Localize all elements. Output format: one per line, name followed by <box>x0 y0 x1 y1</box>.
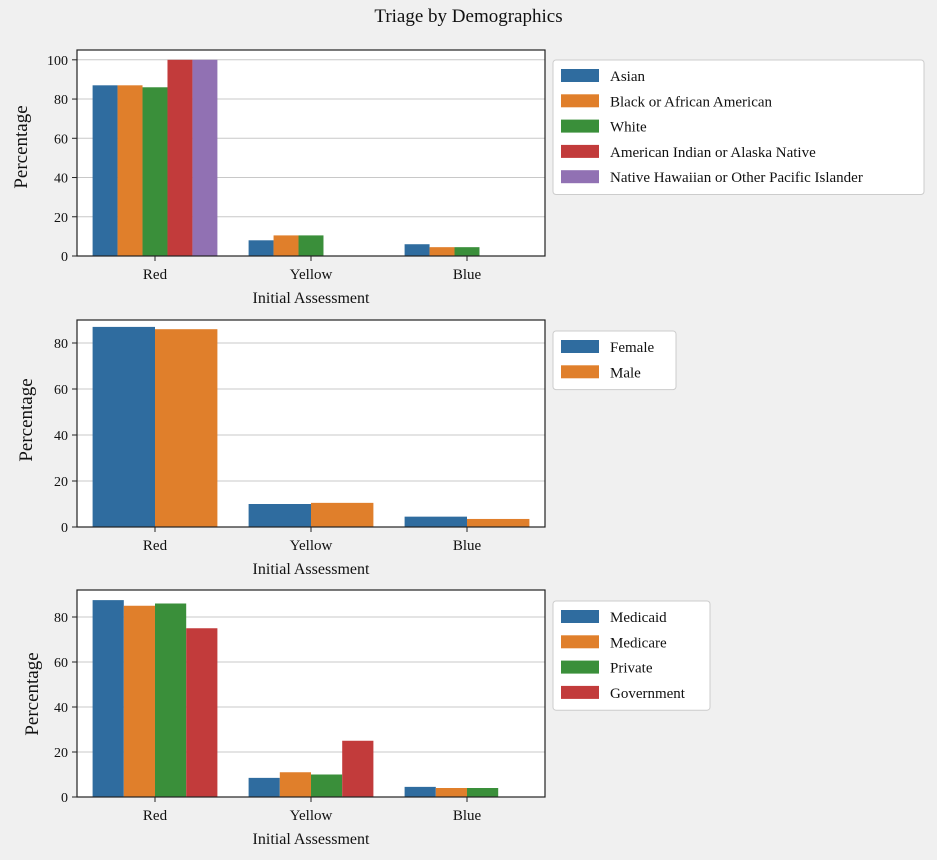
axes-frame <box>76 589 546 798</box>
y-axis-label: Percentage <box>22 652 43 735</box>
bar <box>273 235 299 256</box>
y-tick-label: 0 <box>61 521 68 536</box>
legend-label: White <box>610 120 647 136</box>
y-tick-label: 60 <box>54 656 68 671</box>
figure-title: Triage by Demographics <box>374 6 563 27</box>
x-tick-label: Red <box>143 267 168 283</box>
y-tick-label: 20 <box>54 475 68 490</box>
bar <box>311 774 343 797</box>
legend-label: Government <box>610 686 686 702</box>
bar <box>279 772 311 797</box>
bar <box>167 59 193 256</box>
y-tick-label: 20 <box>54 746 68 761</box>
y-tick-label: 80 <box>54 611 68 626</box>
y-axis-label: Percentage <box>11 105 32 188</box>
bar <box>342 740 374 797</box>
legend-swatch <box>561 365 599 379</box>
x-axis-label: Initial Assessment <box>253 290 370 307</box>
bar <box>92 600 124 797</box>
y-tick-label: 0 <box>61 791 68 806</box>
x-axis-label: Initial Assessment <box>253 831 370 848</box>
legend-swatch <box>561 69 599 82</box>
legend-label: Private <box>610 661 653 677</box>
legend-swatch <box>561 660 599 674</box>
legend-swatch <box>561 119 599 133</box>
y-tick-label: 80 <box>54 93 68 108</box>
x-tick-label: Red <box>143 538 168 554</box>
legend-label: Medicaid <box>610 610 667 626</box>
bar <box>467 788 499 797</box>
bar <box>404 786 436 797</box>
y-tick-label: 0 <box>61 250 68 265</box>
x-tick-label: Yellow <box>290 267 333 283</box>
bar <box>155 329 218 527</box>
bar <box>117 85 143 256</box>
x-tick-label: Blue <box>453 538 482 554</box>
legend-label: Male <box>610 365 641 381</box>
axes-frame <box>76 49 546 257</box>
bar <box>192 59 218 256</box>
x-tick-label: Yellow <box>290 808 333 824</box>
legend-box <box>552 59 925 195</box>
bar <box>248 240 274 256</box>
x-tick-label: Yellow <box>290 538 333 554</box>
y-tick-label: 40 <box>54 701 68 716</box>
y-axis-label: Percentage <box>16 378 37 461</box>
x-tick-label: Blue <box>453 267 482 283</box>
bar <box>155 603 187 797</box>
legend-box <box>552 600 711 711</box>
legend-swatch <box>561 685 599 699</box>
bar <box>404 516 467 527</box>
legend-swatch <box>561 340 599 353</box>
legend-label: Female <box>610 340 654 356</box>
bar <box>248 504 311 527</box>
bar <box>92 85 118 256</box>
x-tick-label: Blue <box>453 808 482 824</box>
bar <box>186 628 218 797</box>
legend-label: Black or African American <box>610 94 773 110</box>
x-tick-label: Red <box>143 808 168 824</box>
legend-label: Asian <box>610 69 645 85</box>
legend-label: American Indian or Alaska Native <box>610 145 816 161</box>
axes-frame <box>76 319 546 528</box>
y-tick-label: 80 <box>54 337 68 352</box>
bar <box>454 247 480 256</box>
legend-swatch <box>561 94 599 108</box>
y-tick-label: 60 <box>54 383 68 398</box>
y-tick-label: 40 <box>54 172 68 187</box>
legend-swatch <box>561 170 599 184</box>
y-tick-label: 60 <box>54 132 68 147</box>
legend-label: Medicare <box>610 635 667 651</box>
legend-swatch <box>561 144 599 158</box>
bar <box>404 244 430 256</box>
bar <box>123 605 155 797</box>
bar <box>248 777 280 797</box>
legend-swatch <box>561 635 599 649</box>
x-axis-label: Initial Assessment <box>253 561 370 578</box>
legend-swatch <box>561 610 599 623</box>
bar <box>311 502 374 527</box>
bar <box>142 87 168 257</box>
y-tick-label: 100 <box>47 54 68 69</box>
bar <box>467 518 530 527</box>
y-tick-label: 40 <box>54 429 68 444</box>
bar <box>429 247 455 256</box>
y-tick-label: 20 <box>54 211 68 226</box>
bar <box>435 788 467 797</box>
bar <box>92 326 155 527</box>
legend-label: Native Hawaiian or Other Pacific Islande… <box>610 170 863 186</box>
bar <box>298 235 324 256</box>
